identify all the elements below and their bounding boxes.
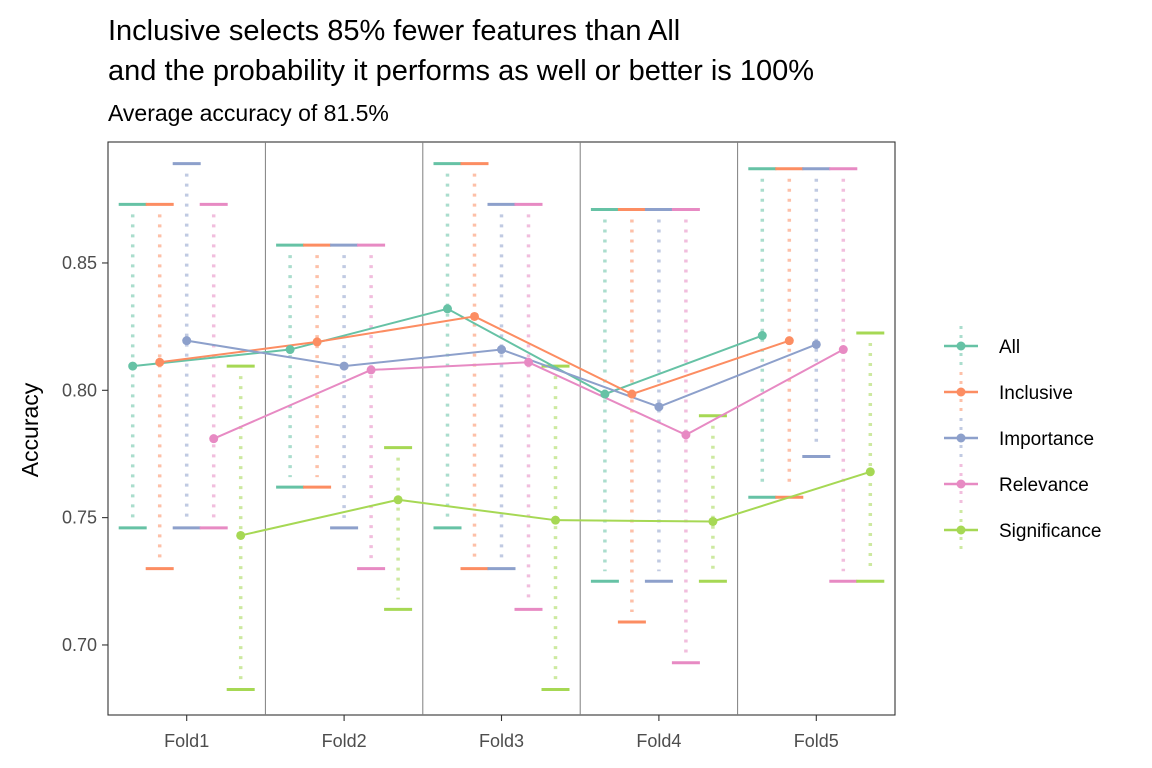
point-1-1 — [312, 337, 322, 347]
legend-key-point — [956, 341, 966, 351]
point-4-4 — [865, 467, 875, 477]
point-1-2 — [470, 311, 479, 321]
point-2-4 — [811, 339, 821, 349]
legend-label: Significance — [999, 521, 1101, 542]
point-2-0 — [182, 336, 192, 346]
x-tick-label: Fold4 — [636, 731, 681, 751]
point-0-4 — [757, 331, 767, 341]
distribution-layer — [118, 162, 885, 692]
point-3-3 — [681, 430, 691, 440]
point-4-0 — [236, 530, 246, 540]
x-axis: Fold1 Fold2 Fold3 Fold4 Fold5 — [164, 715, 839, 751]
point-2-3 — [654, 402, 664, 412]
y-axis-title: Accuracy — [17, 382, 43, 477]
legend-key-point — [956, 433, 966, 443]
y-axis: 0.70 0.75 0.80 0.85 — [62, 253, 108, 655]
point-2-2 — [497, 345, 506, 355]
point-2-1 — [339, 361, 349, 371]
y-tick-label: 0.85 — [62, 253, 97, 273]
y-tick-label: 0.70 — [62, 635, 97, 655]
plot-panel — [107, 141, 896, 716]
legend-key-point — [956, 525, 966, 535]
chart-subtitle: Average accuracy of 81.5% — [108, 100, 389, 126]
point-1-4 — [784, 336, 794, 346]
point-3-1 — [366, 365, 376, 375]
legend-key-point — [956, 479, 966, 489]
y-tick-label: 0.75 — [62, 508, 97, 528]
facet-separators — [264, 142, 739, 715]
chart-title-line-1: Inclusive selects 85% fewer features tha… — [108, 15, 680, 47]
legend: All Inclusive Importance Relevance Significa… — [944, 326, 1101, 550]
point-1-3 — [627, 389, 637, 399]
x-tick-label: Fold3 — [479, 731, 524, 751]
point-3-2 — [524, 357, 533, 367]
point-0-1 — [285, 345, 295, 355]
point-1-0 — [155, 357, 165, 367]
x-tick-label: Fold2 — [322, 731, 367, 751]
legend-label: Inclusive — [999, 383, 1073, 404]
legend-label: Relevance — [999, 475, 1089, 496]
point-4-3 — [708, 516, 718, 526]
x-tick-label: Fold5 — [794, 731, 839, 751]
y-tick-label: 0.80 — [62, 380, 97, 400]
point-3-4 — [838, 345, 848, 355]
point-4-1 — [393, 495, 403, 505]
legend-key-point — [956, 387, 966, 397]
series-points — [128, 304, 875, 540]
x-tick-label: Fold1 — [164, 731, 209, 751]
legend-label: All — [999, 337, 1020, 358]
point-0-3 — [600, 389, 610, 399]
point-0-2 — [443, 304, 452, 314]
point-4-2 — [551, 515, 560, 525]
point-3-0 — [209, 434, 219, 444]
legend-label: Importance — [999, 429, 1094, 450]
chart-title-line-2: and the probability it performs as well … — [108, 55, 814, 87]
point-0-0 — [128, 361, 138, 371]
